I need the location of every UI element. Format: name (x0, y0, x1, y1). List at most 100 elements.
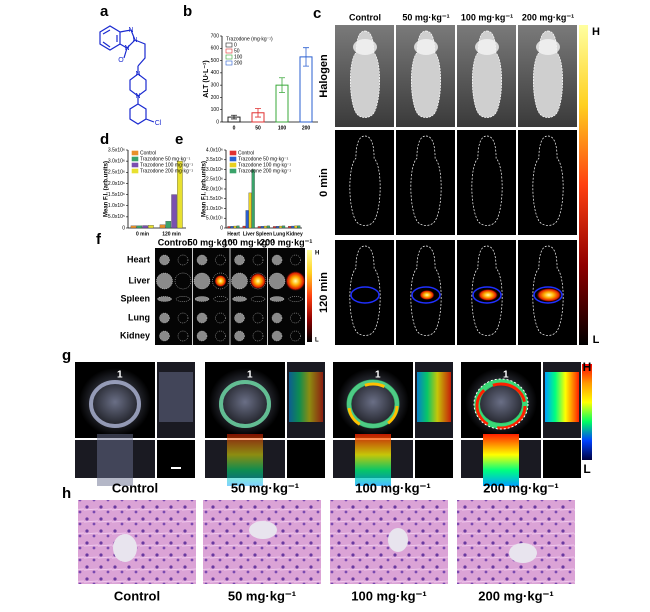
atom-label: N (128, 27, 133, 34)
organ-fluor (177, 254, 189, 266)
mouse-image (457, 130, 516, 235)
mouse-outline (349, 245, 381, 336)
organ-fluor (250, 296, 266, 302)
colorbar-low: L (593, 334, 600, 346)
x-tick-label: 50 (255, 125, 261, 131)
x-tick-label: Liver (243, 231, 255, 237)
bar (248, 192, 252, 229)
mouse-outline (410, 245, 442, 336)
panel-label: c (313, 5, 321, 22)
organ-bright (269, 296, 285, 302)
legend-swatch (225, 60, 233, 66)
organ-bright (268, 272, 286, 290)
mouse-head (475, 39, 499, 55)
bar (177, 160, 183, 229)
legend-label: Trazodone 100 mg·kg⁻¹ (140, 162, 193, 168)
marker-label: 1 (375, 370, 381, 381)
liver-signal (536, 288, 562, 302)
organ-bright (156, 272, 173, 290)
bar (236, 225, 240, 229)
sagittal-signal (159, 372, 193, 422)
ring (89, 380, 141, 428)
bar (257, 226, 261, 229)
empty-view (287, 440, 325, 478)
colorbar-low: L (315, 338, 319, 344)
y-axis-label: ALT (U·L⁻¹) (203, 60, 210, 97)
row-label: 120 min (318, 272, 330, 313)
vessel (509, 543, 537, 563)
panel-label: a (100, 3, 109, 20)
histology-image (457, 500, 575, 584)
legend-label: Control (140, 150, 156, 156)
caption: 100 mg·kg⁻¹ (355, 480, 431, 495)
ring-signal (219, 380, 271, 428)
organ-bright (231, 272, 248, 290)
y-tick-label: 3.0x10⁶ (108, 158, 125, 164)
mouse-outline (532, 135, 564, 226)
organ-bright (234, 312, 245, 324)
row-label: Kidney (120, 330, 150, 340)
organ-bright (234, 254, 245, 266)
organ-bright (159, 312, 170, 324)
organ-bright (159, 254, 170, 266)
marker-label: 1 (503, 370, 509, 381)
legend-label: Trazodone 200 mg·kg⁻¹ (238, 168, 291, 174)
y-tick-label: 300 (211, 82, 220, 88)
mouse-image (335, 130, 394, 235)
organ-fluor (212, 272, 229, 290)
column-header: 200 mg·kg⁻¹ (522, 12, 574, 22)
x-tick-label: 0 (233, 125, 236, 131)
organ-bright (271, 312, 283, 324)
legend-label: Control (238, 150, 254, 156)
organ-fluor (177, 330, 189, 342)
legend-swatch (131, 168, 139, 174)
roi (473, 378, 529, 430)
mouse-image (335, 240, 394, 345)
liver-signal (250, 273, 266, 289)
y-tick-label: 200 (211, 95, 220, 101)
x-tick-label: 0 min (136, 231, 149, 237)
x-tick-label: 200 (302, 125, 311, 131)
bar (159, 224, 166, 229)
mouse-image (396, 130, 455, 235)
bar (251, 169, 255, 229)
error-bar (279, 77, 285, 93)
row-label: 0 min (318, 168, 330, 197)
caption: 200 mg·kg⁻¹ (478, 588, 554, 603)
legend-swatch (131, 156, 139, 162)
mouse-head (536, 39, 560, 55)
y-tick-label: 2.5x10⁶ (108, 170, 125, 176)
column-header: 50 mg·kg⁻¹ (188, 237, 235, 247)
organ-bright (234, 330, 245, 342)
organ-fluor (290, 312, 301, 324)
legend-swatch (131, 162, 139, 168)
y-tick-label: 600 (211, 46, 220, 52)
coronal-signal (97, 434, 133, 486)
legend-swatch (225, 54, 233, 60)
bar (291, 225, 295, 229)
liver-signal (285, 271, 306, 291)
organ-bright (196, 312, 208, 324)
bar (266, 225, 270, 229)
legend-label: Trazodone 50 mg·kg⁻¹ (140, 156, 191, 162)
y-axis-label: Mean F.I. (arb.units) (104, 161, 110, 217)
y-tick-label: 1.0x10⁶ (108, 203, 125, 209)
legend-label: Trazodone 200 mg·kg⁻¹ (140, 168, 193, 174)
y-tick-label: 5.0x10⁵ (108, 214, 125, 220)
sagittal-signal (545, 372, 579, 422)
bar (230, 226, 234, 229)
y-tick-label: 2.0x10⁶ (206, 186, 223, 192)
legend-swatch (225, 48, 233, 54)
organ-bright (194, 296, 210, 302)
colorbar-high: H (592, 26, 600, 38)
organ-bright (271, 330, 283, 342)
bar (263, 225, 267, 229)
x-tick-label: 100 (278, 125, 287, 131)
bar (288, 226, 292, 229)
coronal-signal (227, 434, 263, 486)
bar (233, 225, 237, 229)
row-label: Liver (128, 275, 150, 285)
empty-view (543, 440, 581, 478)
caption: 50 mg·kg⁻¹ (228, 588, 296, 603)
legend-label: 50 (234, 48, 240, 54)
